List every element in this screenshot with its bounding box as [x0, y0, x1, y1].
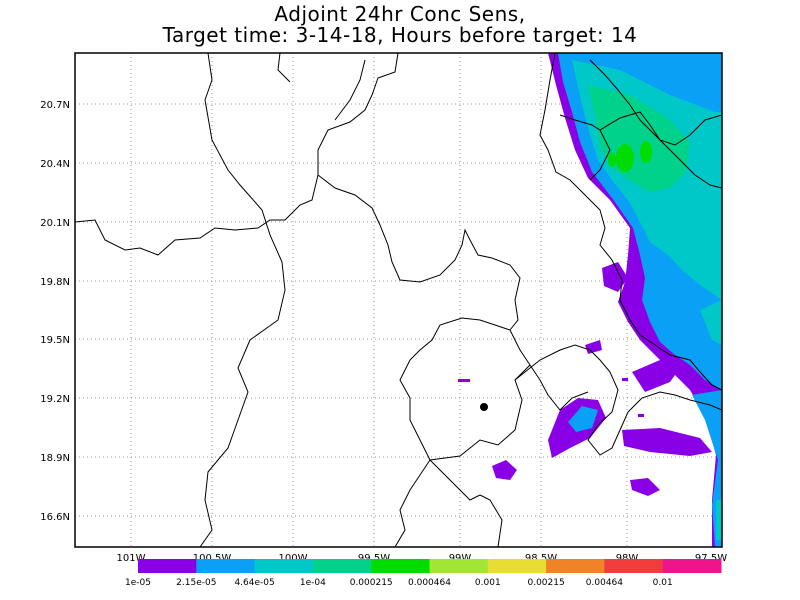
target-location-marker — [480, 403, 488, 411]
field-level-5-spot — [640, 141, 652, 163]
field-level-1 — [585, 340, 602, 354]
lat-label: 20.4N — [40, 159, 70, 170]
map-title-line-2: Target time: 3-14-18, Hours before targe… — [162, 23, 638, 47]
field-level-2 — [568, 406, 598, 432]
lon-label: 101W — [117, 553, 146, 564]
field-level-1 — [630, 478, 660, 496]
lat-label: 16.6N — [40, 512, 70, 523]
field-level-5-spot — [608, 153, 616, 167]
lon-label: 99.5W — [358, 553, 390, 564]
lat-label: 19.2N — [40, 394, 70, 405]
field-level-3 — [716, 500, 722, 540]
colorbar-label: 1e-04 — [300, 578, 326, 588]
colorbar-label: 0.01 — [653, 578, 673, 588]
colorbar-swatch — [429, 559, 489, 573]
lon-label: 98.5W — [525, 553, 557, 564]
sensitivity-field — [458, 53, 722, 547]
map-title-line-1: Adjoint 24hr Conc Sens, — [274, 2, 526, 26]
lat-label: 20.1N — [40, 218, 70, 229]
colorbar-swatch — [546, 559, 605, 573]
lon-label: 99W — [449, 553, 472, 564]
colorbar-label: 1e-05 — [125, 578, 151, 588]
colorbar-swatch — [371, 559, 430, 573]
latitude-labels: 20.7N 20.4N 20.1N 19.8N 19.5N 19.2N 18.9… — [40, 100, 70, 523]
lon-label: 100.5W — [193, 553, 232, 564]
colorbar-swatch — [312, 559, 372, 573]
field-level-1 — [622, 378, 628, 381]
field-level-1 — [632, 360, 680, 392]
colorbar-swatch — [604, 559, 664, 573]
colorbar-swatch — [662, 559, 722, 573]
field-level-5-spot — [616, 144, 634, 172]
lat-label: 20.7N — [40, 100, 70, 111]
colorbar-swatch — [196, 559, 256, 573]
field-level-1 — [458, 379, 470, 382]
colorbar-label: 0.00215 — [527, 578, 564, 588]
field-level-1 — [638, 414, 644, 417]
field-level-2 — [692, 390, 722, 547]
field-level-3 — [700, 300, 722, 345]
colorbar-swatch — [138, 559, 197, 573]
lat-label: 19.8N — [40, 277, 70, 288]
colorbar-label: 0.001 — [475, 578, 501, 588]
longitude-labels: 101W 100.5W 100W 99.5W 99W 98.5W 98W 97.… — [117, 553, 728, 564]
colorbar: 1e-05 2.15e-05 4.64e-05 1e-04 0.000215 0.0004… — [125, 559, 722, 588]
field-level-1 — [622, 428, 712, 456]
colorbar-label: 4.64e-05 — [234, 578, 274, 588]
colorbar-label: 2.15e-05 — [176, 578, 216, 588]
state-boundaries — [75, 53, 722, 547]
lat-label: 19.5N — [40, 335, 70, 346]
lon-label: 100W — [279, 553, 308, 564]
field-level-1 — [492, 460, 517, 480]
lon-label: 97.5W — [695, 553, 727, 564]
lat-label: 18.9N — [40, 453, 70, 464]
colorbar-swatch — [254, 559, 314, 573]
map-frame — [74, 52, 723, 548]
colorbar-label: 0.000215 — [350, 578, 393, 588]
colorbar-swatch — [487, 559, 547, 573]
colorbar-label: 0.000464 — [408, 578, 451, 588]
colorbar-label: 0.00464 — [586, 578, 623, 588]
map-content — [75, 53, 722, 547]
lon-label: 98W — [616, 553, 639, 564]
